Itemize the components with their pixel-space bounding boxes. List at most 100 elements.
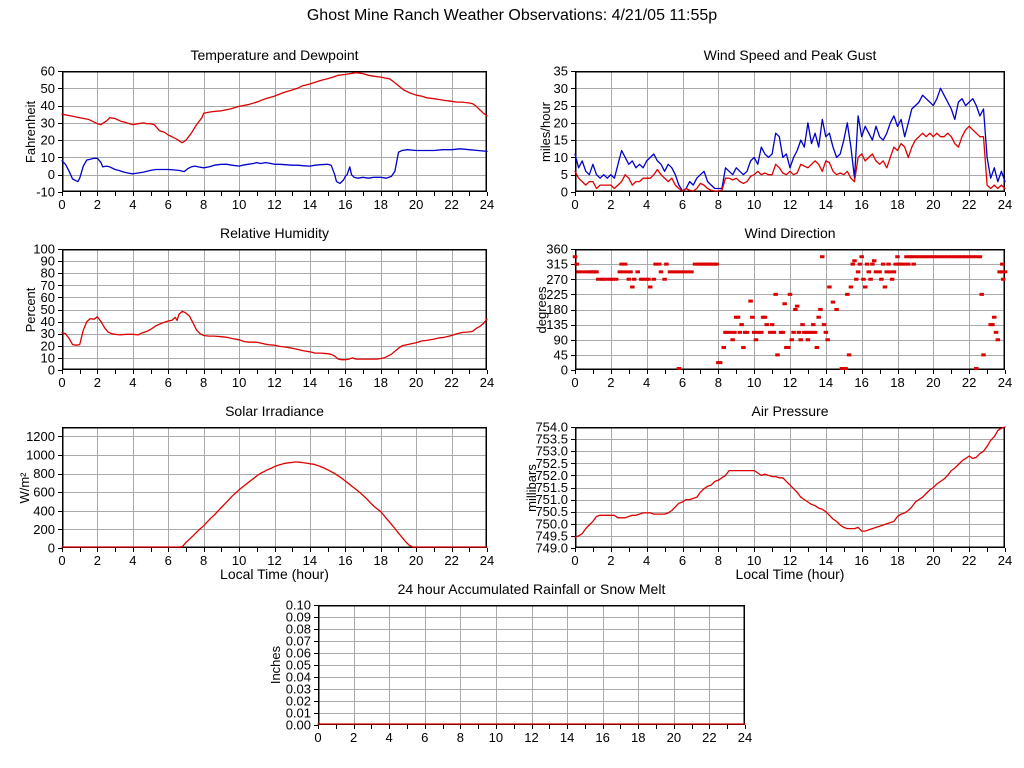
svg-text:0: 0	[58, 553, 65, 568]
svg-text:0: 0	[561, 363, 568, 378]
svg-text:14: 14	[819, 375, 833, 390]
svg-text:100: 100	[33, 242, 55, 257]
relative-humidity-plot: 0 2 4 6 8 10 12 14 16 18 20 22 240102030405060708090…	[33, 242, 494, 391]
svg-text:2: 2	[607, 553, 614, 568]
svg-text:10: 10	[232, 197, 246, 212]
svg-text:18: 18	[890, 553, 904, 568]
svg-text:24: 24	[998, 197, 1012, 212]
svg-text:0.08: 0.08	[286, 622, 311, 637]
plot-border	[62, 249, 487, 370]
y-axis-label: Fahrenheit	[23, 100, 38, 163]
svg-text:8: 8	[200, 553, 207, 568]
svg-text:753.0: 753.0	[535, 444, 568, 459]
svg-text:12: 12	[524, 730, 538, 745]
svg-text:16: 16	[854, 553, 868, 568]
grid	[62, 427, 487, 548]
svg-text:10: 10	[747, 197, 761, 212]
plot-border	[62, 427, 487, 548]
y-axis-label: W/m²	[17, 471, 32, 504]
chart-title: Temperature and Dewpoint	[190, 47, 359, 63]
svg-text:-10: -10	[36, 185, 55, 200]
svg-text:14: 14	[819, 197, 833, 212]
axis-ticks	[571, 71, 1006, 196]
series-wind-speed	[574, 125, 1006, 192]
svg-text:22: 22	[444, 553, 458, 568]
svg-text:754.0: 754.0	[535, 420, 568, 435]
svg-text:20: 20	[409, 553, 423, 568]
svg-text:5: 5	[561, 167, 568, 182]
svg-text:6: 6	[165, 553, 172, 568]
svg-text:800: 800	[33, 466, 55, 481]
grid	[62, 249, 487, 370]
series-dewpoint	[61, 148, 488, 185]
svg-text:10: 10	[41, 350, 55, 365]
svg-text:135: 135	[546, 317, 568, 332]
axis-ticks	[58, 249, 488, 374]
svg-text:752.0: 752.0	[535, 468, 568, 483]
svg-text:24: 24	[998, 553, 1012, 568]
svg-text:0.05: 0.05	[286, 658, 311, 673]
svg-text:30: 30	[41, 115, 55, 130]
svg-text:22: 22	[702, 730, 716, 745]
svg-text:0: 0	[571, 553, 578, 568]
svg-text:18: 18	[631, 730, 645, 745]
svg-text:20: 20	[926, 197, 940, 212]
svg-text:18: 18	[890, 375, 904, 390]
axis-ticks	[58, 71, 488, 196]
svg-text:750.5: 750.5	[535, 504, 568, 519]
svg-text:2: 2	[350, 730, 357, 745]
svg-text:50: 50	[41, 302, 55, 317]
svg-text:20: 20	[409, 375, 423, 390]
svg-text:1000: 1000	[26, 447, 55, 462]
svg-text:12: 12	[783, 197, 797, 212]
series-air-pressure	[574, 426, 1006, 538]
svg-text:2: 2	[94, 553, 101, 568]
chart-wind-direction: Wind Direction degrees 0 2 4 6 8 10 12 14 16 18 20…	[534, 225, 1012, 391]
axis-tick-labels: 0 2 4 6 8 10 12 14 16 18 20 22 24749.0749.5750.0750.…	[535, 420, 1012, 569]
svg-text:200: 200	[33, 522, 55, 537]
svg-text:24: 24	[998, 375, 1012, 390]
chart-rainfall: 24 hour Accumulated Rainfall or Snow Mel…	[268, 581, 752, 745]
svg-text:0.09: 0.09	[286, 610, 311, 625]
svg-text:360: 360	[546, 242, 568, 257]
chart-title: Air Pressure	[751, 403, 829, 419]
grid	[62, 71, 487, 192]
svg-text:4: 4	[643, 375, 650, 390]
svg-text:749.5: 749.5	[535, 528, 568, 543]
svg-text:750.0: 750.0	[535, 516, 568, 531]
svg-text:6: 6	[679, 553, 686, 568]
svg-text:15: 15	[554, 133, 568, 148]
svg-text:40: 40	[41, 98, 55, 113]
svg-text:22: 22	[962, 553, 976, 568]
chart-title: Wind Direction	[744, 225, 836, 241]
svg-text:2: 2	[607, 197, 614, 212]
svg-text:35: 35	[554, 64, 568, 79]
x-axis-label: Local Time (hour)	[735, 566, 845, 582]
plot-border	[575, 427, 1005, 548]
air-pressure-plot: 0 2 4 6 8 10 12 14 16 18 20 22 24749.0749.5750.0750.…	[535, 420, 1012, 569]
chart-title: 24 hour Accumulated Rainfall or Snow Mel…	[397, 581, 666, 597]
wind-direction-plot: 0 2 4 6 8 10 12 14 16 18 20 22 240459013518022527031…	[546, 242, 1012, 391]
svg-text:751.0: 751.0	[535, 492, 568, 507]
svg-text:16: 16	[854, 197, 868, 212]
series-solar-irradiance	[61, 461, 488, 548]
svg-text:20: 20	[926, 553, 940, 568]
svg-text:2: 2	[607, 375, 614, 390]
svg-text:24: 24	[738, 730, 752, 745]
svg-text:22: 22	[962, 375, 976, 390]
svg-text:0: 0	[561, 185, 568, 200]
svg-text:0: 0	[58, 375, 65, 390]
svg-text:0: 0	[571, 197, 578, 212]
svg-text:8: 8	[200, 197, 207, 212]
svg-text:10: 10	[554, 150, 568, 165]
series-relative-humidity	[61, 310, 488, 361]
svg-text:0.03: 0.03	[286, 682, 311, 697]
svg-text:18: 18	[374, 375, 388, 390]
series-peak-gust	[574, 87, 1006, 192]
svg-text:20: 20	[926, 375, 940, 390]
svg-text:22: 22	[444, 375, 458, 390]
page-title: Ghost Mine Ranch Weather Observations: 4…	[306, 7, 718, 24]
svg-text:4: 4	[129, 197, 136, 212]
